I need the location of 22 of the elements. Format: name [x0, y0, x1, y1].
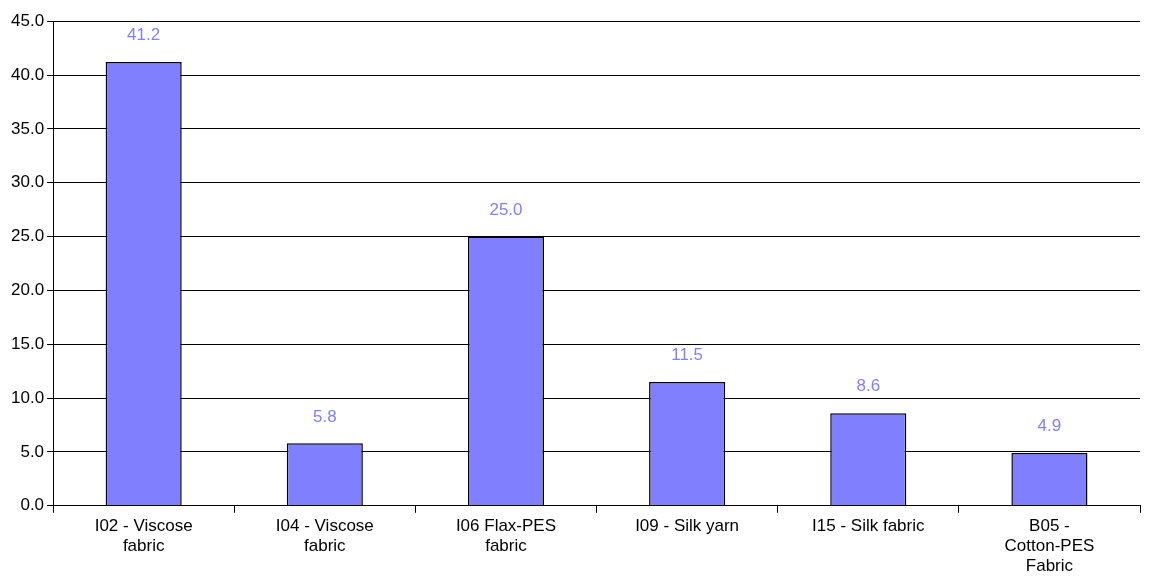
- y-tick-label: 25.0: [10, 226, 45, 246]
- data-label: 41.2: [127, 25, 161, 45]
- data-label: 5.8: [312, 406, 337, 426]
- y-tick-label: 0.0: [20, 495, 45, 515]
- x-tick-label: I15 - Silk fabric: [812, 515, 925, 535]
- x-tick-label: I04 - Viscose fabric: [275, 515, 374, 556]
- data-label: 25.0: [489, 199, 523, 219]
- y-tick-label: 30.0: [10, 172, 45, 192]
- data-label: 11.5: [671, 345, 704, 365]
- x-tick-label: I06 Flax-PES fabric: [455, 515, 557, 556]
- x-tick-label: I02 - Viscose fabric: [94, 515, 193, 556]
- y-tick-label: 45.0: [10, 10, 45, 30]
- x-tick-label: B05 - Cotton-PES Fabric: [1004, 515, 1095, 576]
- data-label: 4.9: [1037, 416, 1062, 436]
- y-tick-label: 35.0: [10, 118, 45, 138]
- y-tick-label: 15.0: [10, 333, 45, 353]
- y-tick-label: 10.0: [10, 387, 45, 407]
- data-label: 8.6: [856, 376, 881, 396]
- x-tick-label: I09 - Silk yarn: [635, 515, 740, 535]
- y-tick-label: 5.0: [20, 441, 45, 461]
- y-tick-label: 40.0: [10, 64, 45, 84]
- y-tick-label: 20.0: [10, 280, 45, 300]
